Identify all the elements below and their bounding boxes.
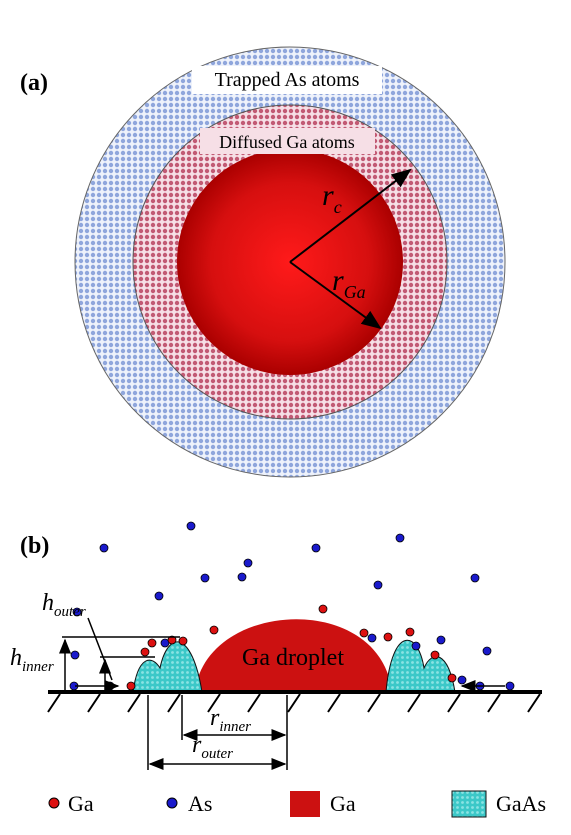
hatch: [47, 693, 541, 713]
legend: Ga As Ga GaAs: [48, 790, 546, 818]
panel-label: (b): [20, 533, 49, 559]
ring-label: Trapped As atoms: [215, 69, 360, 91]
symbol: r: [192, 732, 202, 758]
radius-arrow: [289, 261, 382, 330]
label-bg: [192, 66, 382, 94]
legend-label: As: [188, 791, 212, 816]
panel-a: (a) Trapped As atoms Diffused Ga atoms r…: [20, 46, 506, 478]
subscript: outer: [54, 604, 86, 620]
symbol: h: [10, 645, 22, 671]
legend-label: GaAs: [496, 791, 546, 816]
subscript: inner: [22, 659, 54, 675]
label-bg: [200, 128, 375, 154]
as-atoms: [69, 521, 515, 691]
panel-label: (a): [20, 70, 48, 96]
gaas-ring: [385, 640, 456, 693]
legend-swatch: [166, 797, 178, 809]
legend-swatch: [290, 791, 320, 817]
height-label: hinner: [10, 645, 54, 675]
gaas-ring: [132, 641, 203, 693]
subscript: outer: [201, 746, 233, 762]
radius-label: rc: [322, 179, 342, 217]
radius-label: router: [192, 732, 233, 762]
legend-label: Ga: [68, 791, 94, 816]
dimensions: [59, 617, 505, 770]
legend-label: Ga: [330, 791, 356, 816]
ga-droplet: [195, 619, 392, 692]
radius-label: rinner: [210, 705, 251, 735]
symbol: r: [332, 264, 344, 297]
radius-label: rGa: [332, 264, 366, 302]
height-label: houter: [42, 590, 86, 620]
ring-label: Diffused Ga atoms: [219, 132, 355, 152]
symbol: r: [322, 179, 334, 212]
radius-arrow: [289, 168, 412, 263]
legend-swatch: [48, 797, 60, 809]
droplet-label: Ga droplet: [242, 645, 344, 671]
symbol: r: [210, 705, 220, 731]
ga-atoms: [126, 604, 457, 691]
legend-swatch: [451, 790, 487, 818]
symbol: h: [42, 590, 54, 616]
subscript: c: [334, 197, 342, 217]
panel-b: (b) Ga droplet houter hinner rinner rout…: [10, 521, 542, 770]
subscript: Ga: [344, 282, 366, 302]
subscript: inner: [219, 719, 251, 735]
